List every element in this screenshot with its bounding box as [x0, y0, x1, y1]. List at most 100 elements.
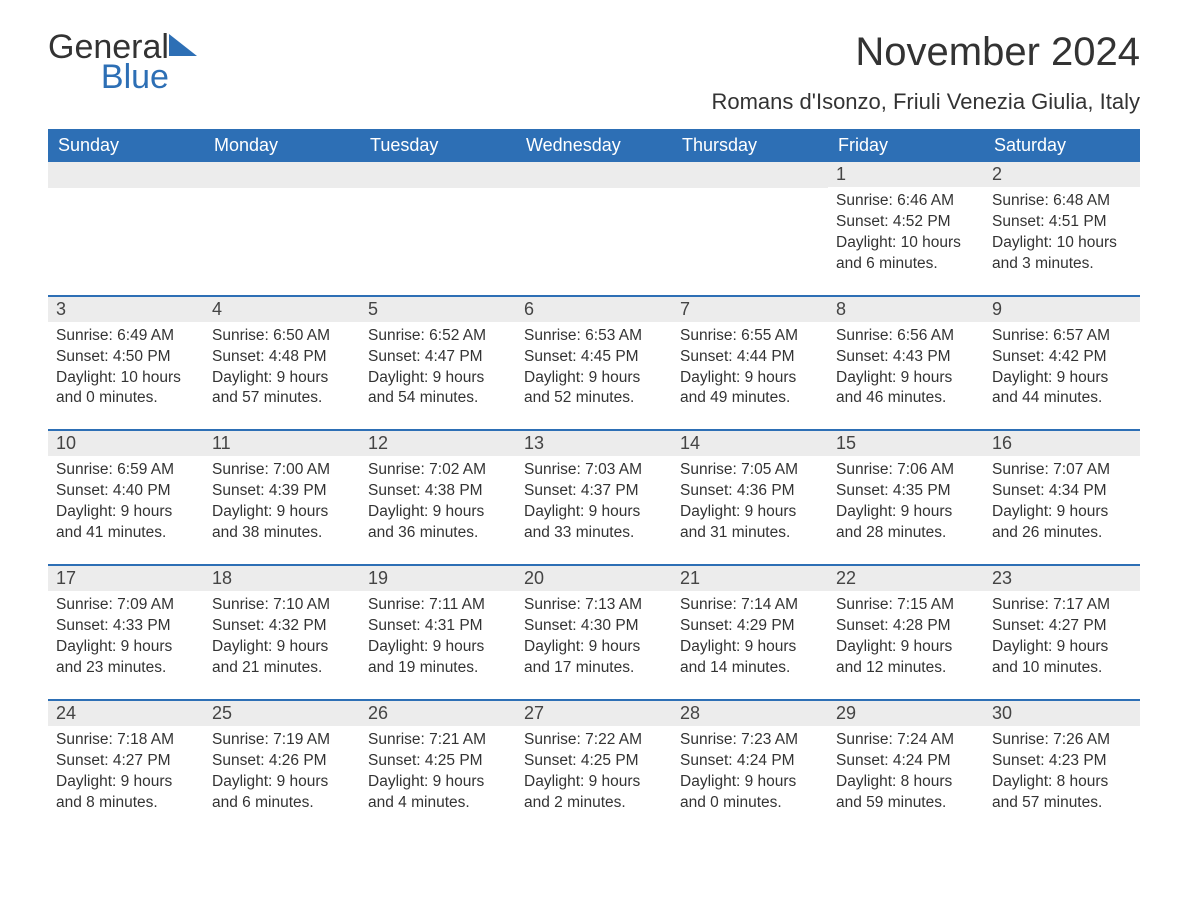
day-content: Sunrise: 6:50 AMSunset: 4:48 PMDaylight:…: [204, 322, 360, 416]
day-cell: 6Sunrise: 6:53 AMSunset: 4:45 PMDaylight…: [516, 297, 672, 416]
day-daylight1: Daylight: 9 hours: [368, 368, 508, 389]
day-cell: [360, 162, 516, 281]
day-cell: 16Sunrise: 7:07 AMSunset: 4:34 PMDayligh…: [984, 431, 1140, 550]
day-sunrise: Sunrise: 7:22 AM: [524, 730, 664, 751]
day-number: 29: [828, 701, 984, 726]
day-daylight1: Daylight: 9 hours: [680, 502, 820, 523]
day-cell: 20Sunrise: 7:13 AMSunset: 4:30 PMDayligh…: [516, 566, 672, 685]
day-of-week-header: Sunday Monday Tuesday Wednesday Thursday…: [48, 129, 1140, 162]
day-sunrise: Sunrise: 7:06 AM: [836, 460, 976, 481]
day-cell: [48, 162, 204, 281]
day-content: Sunrise: 6:56 AMSunset: 4:43 PMDaylight:…: [828, 322, 984, 416]
day-number: [204, 162, 360, 188]
day-content: Sunrise: 6:46 AMSunset: 4:52 PMDaylight:…: [828, 187, 984, 281]
day-daylight2: and 0 minutes.: [680, 793, 820, 814]
day-daylight2: and 33 minutes.: [524, 523, 664, 544]
day-daylight1: Daylight: 9 hours: [836, 502, 976, 523]
day-sunset: Sunset: 4:48 PM: [212, 347, 352, 368]
day-daylight1: Daylight: 9 hours: [368, 502, 508, 523]
day-daylight2: and 0 minutes.: [56, 388, 196, 409]
day-number: 26: [360, 701, 516, 726]
day-sunset: Sunset: 4:35 PM: [836, 481, 976, 502]
week-row: 24Sunrise: 7:18 AMSunset: 4:27 PMDayligh…: [48, 699, 1140, 820]
day-content: Sunrise: 7:03 AMSunset: 4:37 PMDaylight:…: [516, 456, 672, 550]
day-cell: 30Sunrise: 7:26 AMSunset: 4:23 PMDayligh…: [984, 701, 1140, 820]
day-number: 15: [828, 431, 984, 456]
day-daylight1: Daylight: 9 hours: [368, 772, 508, 793]
day-number: 8: [828, 297, 984, 322]
day-daylight1: Daylight: 9 hours: [212, 637, 352, 658]
day-daylight1: Daylight: 9 hours: [524, 772, 664, 793]
day-cell: 12Sunrise: 7:02 AMSunset: 4:38 PMDayligh…: [360, 431, 516, 550]
day-sunset: Sunset: 4:45 PM: [524, 347, 664, 368]
day-sunset: Sunset: 4:43 PM: [836, 347, 976, 368]
day-content: Sunrise: 7:02 AMSunset: 4:38 PMDaylight:…: [360, 456, 516, 550]
day-sunrise: Sunrise: 7:19 AM: [212, 730, 352, 751]
day-content: Sunrise: 7:18 AMSunset: 4:27 PMDaylight:…: [48, 726, 204, 820]
day-cell: 29Sunrise: 7:24 AMSunset: 4:24 PMDayligh…: [828, 701, 984, 820]
day-daylight2: and 17 minutes.: [524, 658, 664, 679]
day-daylight2: and 36 minutes.: [368, 523, 508, 544]
day-content: Sunrise: 7:14 AMSunset: 4:29 PMDaylight:…: [672, 591, 828, 685]
day-cell: 5Sunrise: 6:52 AMSunset: 4:47 PMDaylight…: [360, 297, 516, 416]
day-sunset: Sunset: 4:30 PM: [524, 616, 664, 637]
day-number: 18: [204, 566, 360, 591]
day-daylight2: and 26 minutes.: [992, 523, 1132, 544]
day-number: 4: [204, 297, 360, 322]
day-number: 20: [516, 566, 672, 591]
day-daylight1: Daylight: 9 hours: [680, 637, 820, 658]
day-content: Sunrise: 7:07 AMSunset: 4:34 PMDaylight:…: [984, 456, 1140, 550]
day-daylight2: and 2 minutes.: [524, 793, 664, 814]
dow-friday: Friday: [828, 129, 984, 162]
day-content: Sunrise: 6:55 AMSunset: 4:44 PMDaylight:…: [672, 322, 828, 416]
day-daylight1: Daylight: 9 hours: [836, 637, 976, 658]
day-content: Sunrise: 7:06 AMSunset: 4:35 PMDaylight:…: [828, 456, 984, 550]
day-content: Sunrise: 7:19 AMSunset: 4:26 PMDaylight:…: [204, 726, 360, 820]
day-sunset: Sunset: 4:26 PM: [212, 751, 352, 772]
day-cell: 9Sunrise: 6:57 AMSunset: 4:42 PMDaylight…: [984, 297, 1140, 416]
day-daylight1: Daylight: 9 hours: [212, 502, 352, 523]
day-sunrise: Sunrise: 7:10 AM: [212, 595, 352, 616]
day-number: 21: [672, 566, 828, 591]
day-daylight1: Daylight: 9 hours: [524, 637, 664, 658]
day-cell: 22Sunrise: 7:15 AMSunset: 4:28 PMDayligh…: [828, 566, 984, 685]
day-sunrise: Sunrise: 7:11 AM: [368, 595, 508, 616]
day-sunset: Sunset: 4:37 PM: [524, 481, 664, 502]
day-daylight1: Daylight: 9 hours: [524, 502, 664, 523]
day-sunrise: Sunrise: 6:46 AM: [836, 191, 976, 212]
day-sunrise: Sunrise: 6:59 AM: [56, 460, 196, 481]
week-row: 10Sunrise: 6:59 AMSunset: 4:40 PMDayligh…: [48, 429, 1140, 550]
day-sunset: Sunset: 4:39 PM: [212, 481, 352, 502]
day-daylight2: and 12 minutes.: [836, 658, 976, 679]
day-cell: 28Sunrise: 7:23 AMSunset: 4:24 PMDayligh…: [672, 701, 828, 820]
logo-text: General Blue: [48, 30, 169, 94]
day-content: Sunrise: 6:52 AMSunset: 4:47 PMDaylight:…: [360, 322, 516, 416]
day-sunset: Sunset: 4:32 PM: [212, 616, 352, 637]
day-sunrise: Sunrise: 7:15 AM: [836, 595, 976, 616]
logo: General Blue: [48, 30, 197, 94]
day-sunrise: Sunrise: 6:56 AM: [836, 326, 976, 347]
day-daylight1: Daylight: 8 hours: [992, 772, 1132, 793]
day-daylight2: and 23 minutes.: [56, 658, 196, 679]
day-number: 5: [360, 297, 516, 322]
title-block: November 2024 Romans d'Isonzo, Friuli Ve…: [711, 30, 1140, 125]
day-number: [48, 162, 204, 188]
day-daylight1: Daylight: 9 hours: [56, 772, 196, 793]
day-cell: [204, 162, 360, 281]
day-daylight1: Daylight: 9 hours: [836, 368, 976, 389]
logo-sail-icon: [169, 34, 197, 56]
day-daylight2: and 28 minutes.: [836, 523, 976, 544]
day-sunrise: Sunrise: 6:50 AM: [212, 326, 352, 347]
day-content: Sunrise: 7:11 AMSunset: 4:31 PMDaylight:…: [360, 591, 516, 685]
day-number: 1: [828, 162, 984, 187]
day-content: Sunrise: 7:26 AMSunset: 4:23 PMDaylight:…: [984, 726, 1140, 820]
day-daylight1: Daylight: 10 hours: [56, 368, 196, 389]
day-content: Sunrise: 7:22 AMSunset: 4:25 PMDaylight:…: [516, 726, 672, 820]
day-daylight1: Daylight: 9 hours: [212, 368, 352, 389]
day-content: Sunrise: 7:05 AMSunset: 4:36 PMDaylight:…: [672, 456, 828, 550]
day-sunrise: Sunrise: 7:03 AM: [524, 460, 664, 481]
day-daylight2: and 4 minutes.: [368, 793, 508, 814]
day-daylight2: and 57 minutes.: [992, 793, 1132, 814]
day-number: 22: [828, 566, 984, 591]
day-sunset: Sunset: 4:44 PM: [680, 347, 820, 368]
